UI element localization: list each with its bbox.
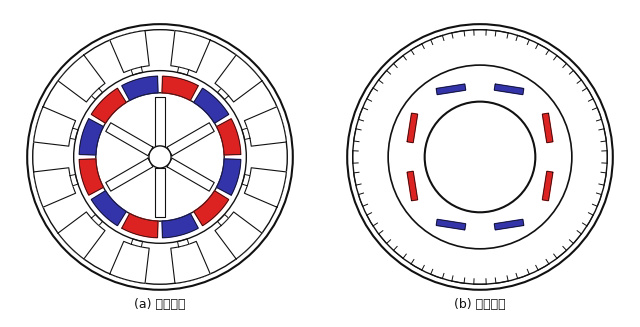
Polygon shape bbox=[407, 171, 417, 201]
Polygon shape bbox=[34, 168, 76, 207]
Polygon shape bbox=[58, 55, 105, 102]
Text: (b) 同步调制: (b) 同步调制 bbox=[454, 298, 506, 311]
Polygon shape bbox=[407, 113, 417, 143]
Polygon shape bbox=[218, 215, 228, 226]
Polygon shape bbox=[131, 239, 143, 247]
Circle shape bbox=[425, 102, 535, 212]
Polygon shape bbox=[436, 84, 466, 95]
Circle shape bbox=[27, 24, 293, 290]
Polygon shape bbox=[155, 168, 165, 217]
Polygon shape bbox=[494, 84, 524, 95]
Polygon shape bbox=[543, 113, 553, 143]
Polygon shape bbox=[92, 88, 126, 123]
Polygon shape bbox=[106, 158, 153, 191]
Polygon shape bbox=[244, 107, 286, 146]
Polygon shape bbox=[162, 76, 198, 100]
Polygon shape bbox=[242, 128, 250, 139]
Polygon shape bbox=[171, 241, 211, 284]
Polygon shape bbox=[216, 119, 241, 155]
Polygon shape bbox=[162, 214, 198, 238]
Polygon shape bbox=[167, 158, 214, 191]
Polygon shape bbox=[70, 175, 78, 186]
Text: (a) 异步调制: (a) 异步调制 bbox=[134, 298, 186, 311]
Polygon shape bbox=[494, 219, 524, 230]
Polygon shape bbox=[543, 171, 553, 201]
Polygon shape bbox=[218, 88, 228, 99]
Circle shape bbox=[33, 30, 287, 284]
Polygon shape bbox=[92, 191, 126, 226]
Polygon shape bbox=[194, 88, 228, 123]
Polygon shape bbox=[155, 97, 165, 146]
Polygon shape bbox=[215, 55, 262, 102]
Polygon shape bbox=[58, 212, 105, 259]
Polygon shape bbox=[131, 67, 143, 75]
Polygon shape bbox=[244, 168, 286, 207]
Polygon shape bbox=[92, 215, 102, 226]
Polygon shape bbox=[171, 30, 211, 73]
Circle shape bbox=[96, 93, 224, 221]
Polygon shape bbox=[242, 175, 250, 186]
Polygon shape bbox=[215, 212, 262, 259]
Polygon shape bbox=[79, 119, 104, 155]
Polygon shape bbox=[436, 219, 466, 230]
Polygon shape bbox=[92, 88, 102, 99]
Polygon shape bbox=[34, 107, 76, 146]
Circle shape bbox=[353, 30, 607, 284]
Polygon shape bbox=[194, 191, 228, 226]
Polygon shape bbox=[109, 30, 149, 73]
Polygon shape bbox=[109, 241, 149, 284]
Polygon shape bbox=[177, 67, 189, 75]
Polygon shape bbox=[70, 128, 78, 139]
Circle shape bbox=[347, 24, 613, 290]
Polygon shape bbox=[106, 123, 153, 156]
Polygon shape bbox=[122, 214, 158, 238]
Polygon shape bbox=[167, 123, 214, 156]
Polygon shape bbox=[79, 159, 104, 195]
Polygon shape bbox=[177, 239, 189, 247]
Polygon shape bbox=[122, 76, 158, 100]
Polygon shape bbox=[216, 159, 241, 195]
Circle shape bbox=[149, 146, 171, 168]
